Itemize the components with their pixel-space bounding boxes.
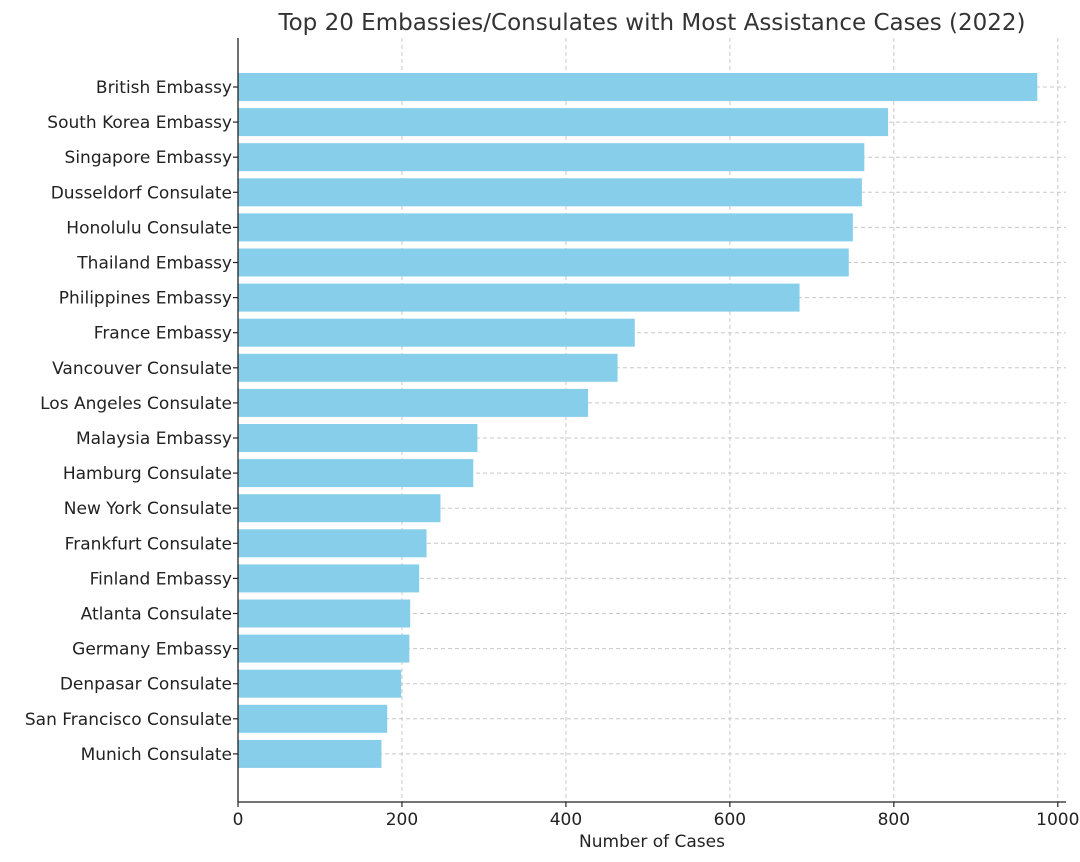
bar — [238, 459, 474, 488]
y-tick-label: Hamburg Consulate — [63, 464, 232, 484]
y-tick-label: Atlanta Consulate — [81, 605, 232, 625]
y-tick-label: Germany Embassy — [72, 640, 232, 660]
bar — [238, 178, 862, 207]
bar — [238, 213, 853, 242]
x-tick-label: 600 — [714, 810, 746, 830]
y-tick-label: Denpasar Consulate — [60, 675, 232, 695]
y-tick-label: Finland Embassy — [90, 569, 232, 589]
bar — [238, 108, 889, 137]
bar — [238, 634, 410, 663]
y-tick-label: Dusseldorf Consulate — [51, 183, 232, 203]
bar — [238, 669, 402, 698]
x-tick-label: 1000 — [1036, 810, 1079, 830]
bar — [238, 353, 618, 382]
x-tick-label: 0 — [233, 810, 244, 830]
y-tick-labels: British Embassy South Korea Embassy Singap… — [25, 78, 238, 765]
y-tick-label: Frankfurt Consulate — [65, 534, 232, 554]
bar — [238, 704, 388, 733]
bar — [238, 599, 411, 628]
bar — [238, 73, 1038, 101]
y-tick-label: South Korea Embassy — [47, 113, 232, 133]
y-tick-label: Honolulu Consulate — [66, 218, 232, 238]
chart-title: Top 20 Embassies/Consulates with Most As… — [277, 10, 1025, 36]
bar — [238, 564, 420, 593]
x-tick-label: 400 — [550, 810, 582, 830]
y-tick-label: San Francisco Consulate — [25, 710, 232, 730]
bar — [238, 529, 427, 558]
y-tick-label: Singapore Embassy — [65, 148, 232, 168]
x-axis-label: Number of Cases — [579, 832, 725, 852]
y-tick-label: British Embassy — [96, 78, 232, 98]
bar — [238, 388, 589, 417]
bar — [238, 424, 478, 452]
bar — [238, 248, 849, 277]
y-tick-label: Thailand Embassy — [76, 254, 232, 274]
y-tick-label: Vancouver Consulate — [52, 359, 232, 379]
y-tick-label: New York Consulate — [64, 499, 232, 519]
x-tick-label: 200 — [386, 810, 418, 830]
bar — [238, 283, 800, 312]
y-tick-label: Munich Consulate — [81, 745, 232, 765]
y-tick-label: France Embassy — [94, 324, 232, 344]
bar — [238, 143, 865, 172]
x-ticks: 0 200 400 600 800 1000 — [233, 802, 1079, 830]
bar — [238, 494, 441, 523]
bars — [238, 73, 1038, 768]
bar — [238, 739, 382, 768]
y-tick-label: Malaysia Embassy — [76, 429, 232, 449]
y-tick-label: Philippines Embassy — [59, 289, 232, 309]
y-tick-label: Los Angeles Consulate — [40, 394, 232, 414]
x-tick-label: 800 — [878, 810, 910, 830]
bar — [238, 318, 635, 347]
